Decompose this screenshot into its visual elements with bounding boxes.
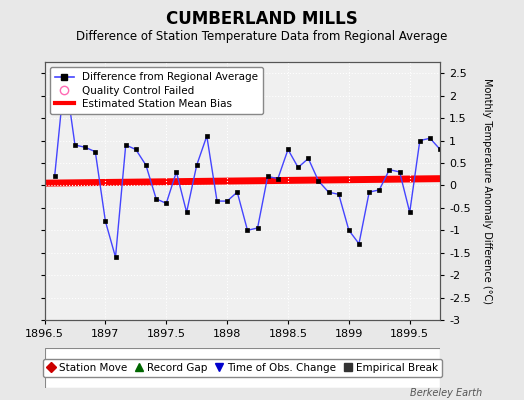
Text: Berkeley Earth: Berkeley Earth [410, 388, 482, 398]
FancyBboxPatch shape [45, 348, 440, 388]
Legend: Difference from Regional Average, Quality Control Failed, Estimated Station Mean: Difference from Regional Average, Qualit… [50, 67, 263, 114]
Text: Difference of Station Temperature Data from Regional Average: Difference of Station Temperature Data f… [77, 30, 447, 43]
Text: CUMBERLAND MILLS: CUMBERLAND MILLS [166, 10, 358, 28]
Legend: Station Move, Record Gap, Time of Obs. Change, Empirical Break: Station Move, Record Gap, Time of Obs. C… [43, 359, 442, 377]
Y-axis label: Monthly Temperature Anomaly Difference (°C): Monthly Temperature Anomaly Difference (… [482, 78, 492, 304]
